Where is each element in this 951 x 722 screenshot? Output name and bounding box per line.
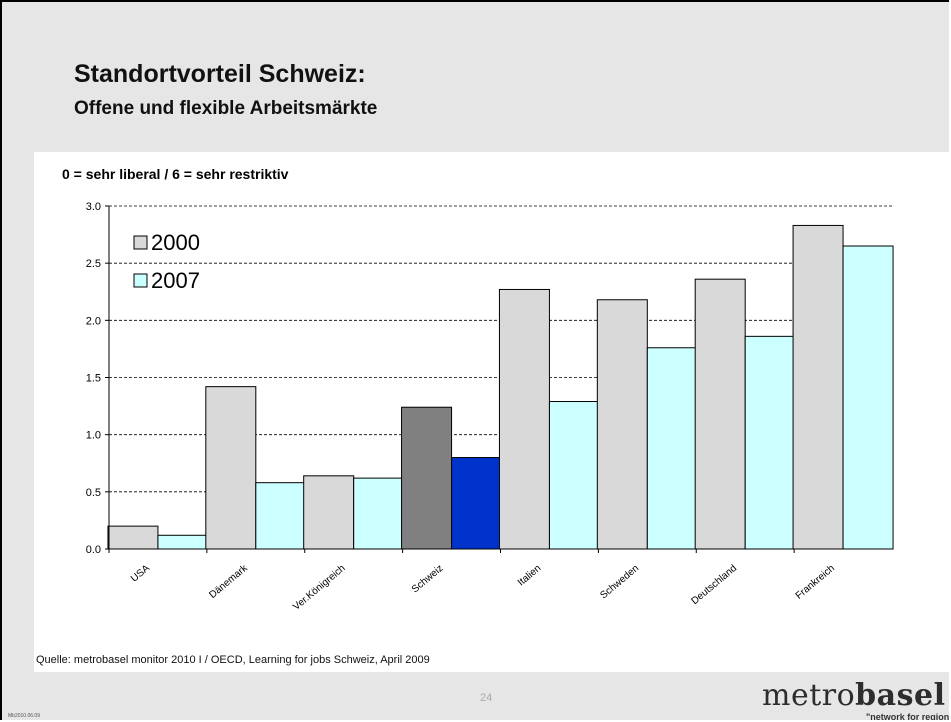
metrobasel-logo: metrobasel [762, 678, 945, 713]
x-tick-label: Frankreich [794, 563, 837, 602]
logo-text-metro: metro [762, 678, 856, 713]
bar-2007-deutschland [744, 335, 796, 550]
bar-chart: 0 = sehr liberal / 6 = sehr restriktiv 0… [62, 166, 894, 613]
y-tick-label: 0.0 [86, 544, 101, 556]
y-tick-label: 0.5 [86, 487, 101, 499]
chart-panel: 0 = sehr liberal / 6 = sehr restriktiv 0… [34, 152, 949, 672]
bar-2000-italien [498, 288, 550, 550]
bar-2000-deutschland [694, 278, 746, 550]
bar-2007-dänemark [255, 482, 307, 550]
x-tick-label: Italien [516, 563, 544, 589]
legend: 2000 2007 [133, 230, 200, 293]
logo-text-basel: basel [855, 678, 946, 713]
y-tick-label: 2.5 [86, 258, 101, 270]
y-tick-label: 2.0 [86, 315, 101, 327]
source-note: Quelle: metrobasel monitor 2010 I / OECD… [36, 654, 430, 666]
x-tick-label: Dänemark [207, 562, 250, 601]
legend-swatch-2007 [133, 273, 148, 288]
x-tick-label: USA [129, 563, 152, 585]
y-tick-label: 1.0 [86, 430, 101, 442]
y-tick-label: 3.0 [86, 201, 101, 213]
legend-swatch-2000 [133, 235, 148, 250]
logo-tagline: "network for region" [866, 712, 949, 720]
x-tick-label: Schweiz [410, 563, 446, 595]
footer-date: Mb2010.06.09 [8, 713, 40, 719]
bar-2000-usa [107, 525, 159, 550]
bar-2000-schweiz [401, 406, 453, 550]
bar-2007-usa [157, 534, 209, 550]
bar-2000-ver-königreich [303, 475, 355, 550]
slide-title: Standortvorteil Schweiz: [74, 60, 366, 88]
bar-2000-schweden [596, 299, 648, 550]
bar-2007-frankreich [842, 245, 894, 550]
page-number: 24 [480, 692, 493, 704]
legend-label: 2007 [151, 268, 200, 293]
chart-title: 0 = sehr liberal / 6 = sehr restriktiv [62, 166, 289, 182]
bar-2007-schweiz [451, 457, 503, 550]
x-tick-label: Deutschland [689, 563, 739, 607]
bar-2000-frankreich [792, 224, 844, 550]
bar-2007-italien [548, 401, 600, 550]
bar-2007-schweden [646, 347, 698, 550]
bars [107, 224, 894, 550]
slide-subtitle: Offene und flexible Arbeitsmärkte [74, 98, 378, 119]
bar-2000-dänemark [205, 386, 257, 550]
y-tick-label: 1.5 [86, 373, 101, 385]
x-tick-label: Ver.Königreich [291, 563, 347, 613]
bar-2007-ver-königreich [353, 477, 405, 550]
x-tick-label: Schweden [598, 563, 641, 601]
legend-label: 2000 [151, 230, 200, 255]
